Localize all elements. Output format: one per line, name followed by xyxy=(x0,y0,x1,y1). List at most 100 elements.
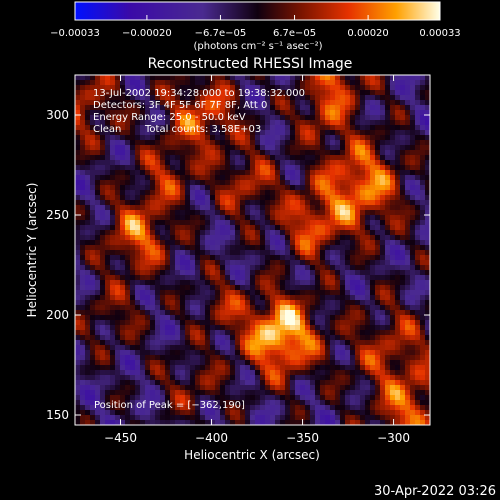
heatmap-cell xyxy=(370,165,376,171)
heatmap-cell xyxy=(330,395,336,401)
heatmap-cell xyxy=(290,110,296,116)
heatmap-cell xyxy=(115,245,121,251)
heatmap-cell xyxy=(395,375,401,381)
heatmap-cell xyxy=(215,110,221,116)
heatmap-cell xyxy=(85,250,91,256)
heatmap-cell xyxy=(410,190,416,196)
heatmap-cell xyxy=(295,100,301,106)
heatmap-cell xyxy=(425,175,431,181)
heatmap-cell xyxy=(235,260,241,266)
heatmap-cell xyxy=(315,140,321,146)
heatmap-cell xyxy=(305,195,311,201)
heatmap-cell xyxy=(190,305,196,311)
heatmap-cell xyxy=(150,345,156,351)
heatmap-cell xyxy=(175,200,181,206)
heatmap-cell xyxy=(355,100,361,106)
heatmap-cell xyxy=(100,300,106,306)
heatmap-cell xyxy=(305,155,311,161)
heatmap-cell xyxy=(260,360,266,366)
heatmap-cell xyxy=(125,110,131,116)
heatmap-cell xyxy=(125,295,131,301)
heatmap-cell xyxy=(255,80,261,86)
heatmap-cell xyxy=(415,170,421,176)
heatmap-cell xyxy=(320,135,326,141)
heatmap-cell xyxy=(230,100,236,106)
heatmap-cell xyxy=(300,95,306,101)
heatmap-cell xyxy=(360,215,366,221)
heatmap-cell xyxy=(290,285,296,291)
heatmap-cell xyxy=(210,75,216,81)
heatmap-cell xyxy=(150,125,156,131)
heatmap-cell xyxy=(270,405,276,411)
heatmap-cell xyxy=(330,345,336,351)
heatmap-cell xyxy=(285,180,291,186)
heatmap-cell xyxy=(135,250,141,256)
heatmap-cell xyxy=(205,250,211,256)
heatmap-cell xyxy=(300,270,306,276)
heatmap-cell xyxy=(375,365,381,371)
heatmap-cell xyxy=(170,395,176,401)
heatmap-cell xyxy=(295,290,301,296)
heatmap-cell xyxy=(120,345,126,351)
heatmap-cell xyxy=(285,255,291,261)
heatmap-cell xyxy=(385,175,391,181)
heatmap-cell xyxy=(320,250,326,256)
heatmap-cell xyxy=(335,420,341,426)
heatmap-cell xyxy=(165,250,171,256)
heatmap-cell xyxy=(310,155,316,161)
heatmap-cell xyxy=(170,170,176,176)
heatmap-cell xyxy=(105,125,111,131)
heatmap-cell xyxy=(220,330,226,336)
heatmap-cell xyxy=(410,145,416,151)
heatmap-cell xyxy=(415,415,421,421)
heatmap-cell xyxy=(375,255,381,261)
heatmap-cell xyxy=(305,290,311,296)
heatmap-cell xyxy=(350,105,356,111)
heatmap-cell xyxy=(165,310,171,316)
heatmap-cell xyxy=(310,110,316,116)
heatmap-cell xyxy=(140,330,146,336)
heatmap-cell xyxy=(250,395,256,401)
heatmap-cell xyxy=(265,380,271,386)
heatmap-cell xyxy=(75,415,81,421)
heatmap-cell xyxy=(105,380,111,386)
heatmap-cell xyxy=(375,245,381,251)
heatmap-cell xyxy=(350,95,356,101)
heatmap-cell xyxy=(145,210,151,216)
heatmap-cell xyxy=(340,275,346,281)
heatmap-cell xyxy=(230,170,236,176)
heatmap-cell xyxy=(310,365,316,371)
heatmap-cell xyxy=(145,385,151,391)
heatmap-cell xyxy=(255,335,261,341)
heatmap-cell xyxy=(90,310,96,316)
heatmap-cell xyxy=(400,230,406,236)
heatmap-cell xyxy=(130,95,136,101)
heatmap-cell xyxy=(260,235,266,241)
heatmap-cell xyxy=(170,245,176,251)
heatmap-cell xyxy=(415,160,421,166)
heatmap-cell xyxy=(290,330,296,336)
heatmap-cell xyxy=(225,355,231,361)
heatmap-cell xyxy=(235,420,241,426)
heatmap-cell xyxy=(310,350,316,356)
heatmap-cell xyxy=(90,80,96,86)
heatmap-cell xyxy=(425,395,431,401)
heatmap-cell xyxy=(330,75,336,81)
heatmap-cell xyxy=(90,155,96,161)
heatmap-cell xyxy=(245,375,251,381)
heatmap-cell xyxy=(75,140,81,146)
heatmap-cell xyxy=(390,280,396,286)
heatmap-cell xyxy=(215,325,221,331)
heatmap-cell xyxy=(385,170,391,176)
heatmap-cell xyxy=(195,105,201,111)
heatmap-cell xyxy=(290,390,296,396)
heatmap-cell xyxy=(190,360,196,366)
heatmap-cell xyxy=(300,375,306,381)
heatmap-cell xyxy=(340,170,346,176)
heatmap-cell xyxy=(125,145,131,151)
heatmap-cell xyxy=(170,220,176,226)
heatmap-cell xyxy=(325,195,331,201)
heatmap-cell xyxy=(370,305,376,311)
heatmap-cell xyxy=(225,210,231,216)
heatmap-cell xyxy=(90,300,96,306)
